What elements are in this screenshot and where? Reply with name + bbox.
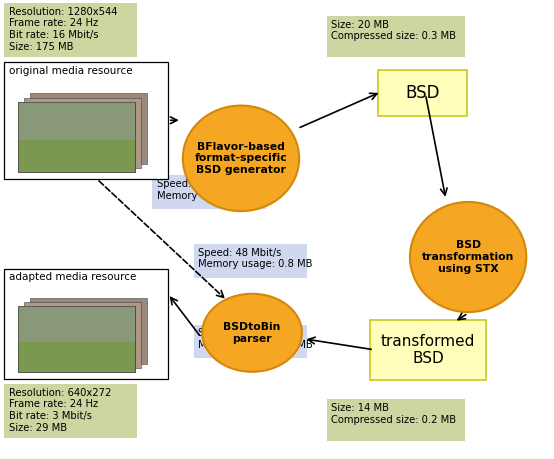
FancyBboxPatch shape [152, 175, 266, 209]
FancyBboxPatch shape [18, 102, 135, 140]
FancyBboxPatch shape [18, 140, 135, 172]
Text: original media resource: original media resource [9, 66, 132, 76]
Text: transformed
BSD: transformed BSD [381, 334, 475, 366]
FancyBboxPatch shape [30, 94, 147, 164]
FancyBboxPatch shape [327, 16, 465, 57]
FancyBboxPatch shape [18, 306, 135, 342]
FancyBboxPatch shape [378, 70, 467, 116]
FancyBboxPatch shape [24, 98, 141, 168]
FancyBboxPatch shape [4, 62, 168, 179]
FancyBboxPatch shape [194, 325, 307, 358]
Ellipse shape [183, 106, 299, 211]
FancyBboxPatch shape [18, 102, 135, 172]
Text: adapted media resource: adapted media resource [9, 272, 136, 282]
Text: Resolution: 1280x544
Frame rate: 24 Hz
Bit rate: 16 Mbit/s
Size: 175 MB: Resolution: 1280x544 Frame rate: 24 Hz B… [9, 7, 117, 52]
Ellipse shape [202, 294, 302, 372]
FancyBboxPatch shape [4, 269, 168, 379]
Text: Size: 20 MB
Compressed size: 0.3 MB: Size: 20 MB Compressed size: 0.3 MB [331, 20, 456, 41]
FancyBboxPatch shape [18, 342, 135, 372]
Text: BSD: BSD [405, 84, 440, 102]
FancyBboxPatch shape [327, 399, 465, 441]
FancyBboxPatch shape [24, 302, 141, 368]
FancyBboxPatch shape [30, 298, 147, 364]
FancyBboxPatch shape [4, 384, 137, 438]
Text: Resolution: 640x272
Frame rate: 24 Hz
Bit rate: 3 Mbit/s
Size: 29 MB: Resolution: 640x272 Frame rate: 24 Hz Bi… [9, 388, 111, 433]
Text: Speed: 48 Mbit/s
Memory usage: 0.8 MB: Speed: 48 Mbit/s Memory usage: 0.8 MB [198, 248, 313, 269]
Text: BSD
transformation
using STX: BSD transformation using STX [422, 241, 514, 274]
FancyBboxPatch shape [194, 244, 307, 278]
Text: BFlavor-based
format-specific
BSD generator: BFlavor-based format-specific BSD genera… [194, 142, 288, 175]
Text: Size: 14 MB
Compressed size: 0.2 MB: Size: 14 MB Compressed size: 0.2 MB [331, 403, 456, 425]
Text: Speed: 79 Mbit/s
Memory usage: 2.0 MB: Speed: 79 Mbit/s Memory usage: 2.0 MB [157, 179, 271, 201]
Text: Speed: 241 Mbit/s
Memory usage: 1.6 MB: Speed: 241 Mbit/s Memory usage: 1.6 MB [198, 328, 313, 350]
Text: BSDtoBin
parser: BSDtoBin parser [223, 322, 281, 344]
FancyBboxPatch shape [4, 3, 137, 57]
FancyBboxPatch shape [370, 320, 486, 380]
FancyBboxPatch shape [18, 306, 135, 372]
Ellipse shape [410, 202, 526, 312]
